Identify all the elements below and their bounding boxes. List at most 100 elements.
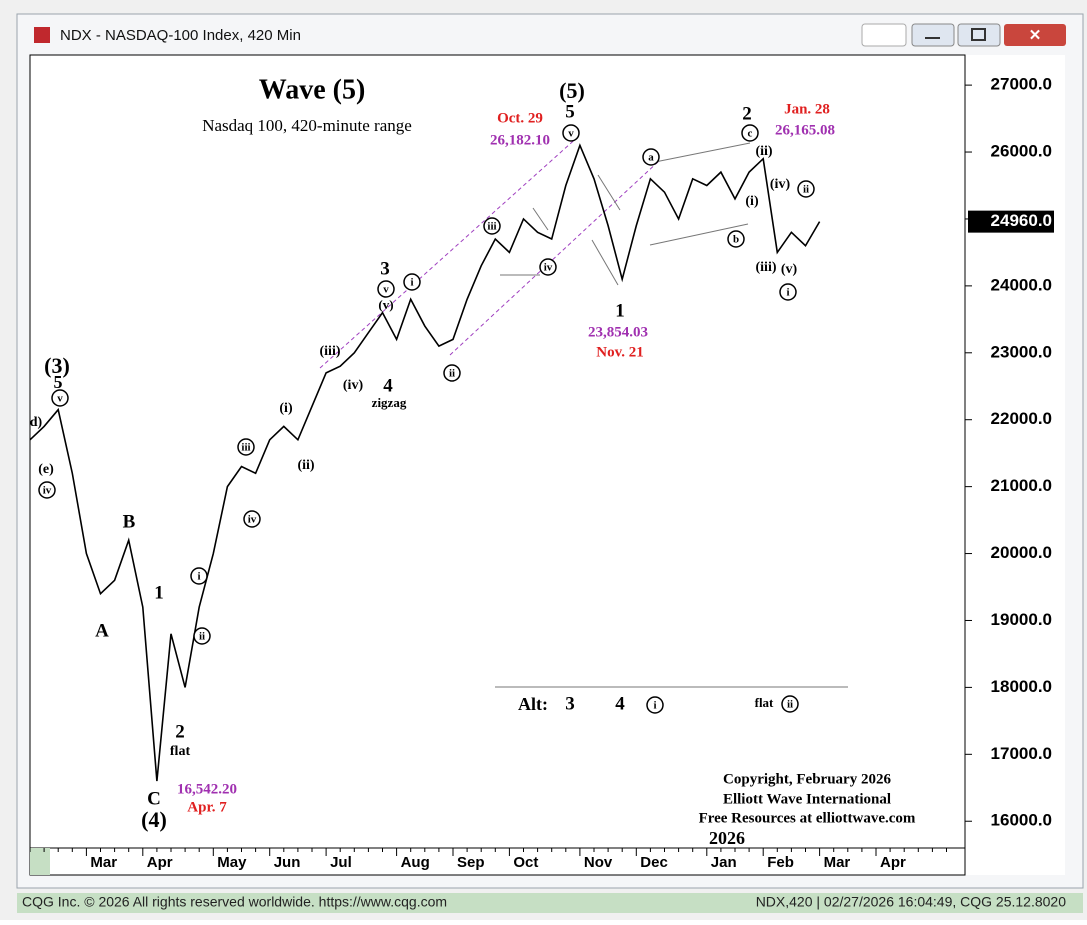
wave-label: (v) — [378, 297, 393, 312]
x-tick-label: Mar — [824, 854, 851, 871]
link-button[interactable] — [861, 23, 907, 47]
x-tick-label: Dec — [640, 854, 668, 871]
label-circle — [443, 364, 461, 382]
circled-label: iii — [241, 442, 250, 454]
wave-label: (iv) — [343, 378, 364, 393]
wave-label: (4) — [141, 807, 167, 832]
close-icon: ✕ — [1029, 27, 1042, 44]
wave-label: (5) — [559, 78, 585, 103]
circled-label: ii — [449, 368, 455, 380]
wave-label: Copyright, February 2026 — [723, 771, 891, 787]
x-tick-label: Apr — [147, 854, 173, 871]
wave-label: 3 — [565, 693, 575, 714]
label-circle — [193, 627, 211, 645]
wave-label: Oct. 29 — [497, 110, 543, 126]
minimize-button[interactable] — [911, 23, 955, 47]
circled-label: iv — [248, 514, 257, 526]
circled-label: iii — [487, 221, 496, 233]
wave-label: (i) — [279, 401, 293, 416]
wave-label: C — [147, 788, 161, 809]
y-tick-label: 22000.0 — [991, 409, 1052, 428]
wave-label: 2 — [175, 721, 185, 742]
label-circle — [377, 280, 395, 298]
wave-label: 26,182.10 — [490, 132, 550, 148]
close-button[interactable] — [1004, 24, 1066, 46]
circled-label: iv — [544, 262, 553, 274]
x-tick-label: Jul — [330, 854, 352, 871]
wave-label: Nov. 21 — [596, 344, 644, 360]
maximize-button[interactable] — [957, 23, 1001, 47]
wave-label: (ii) — [755, 144, 772, 159]
chart-subtitle: Nasdaq 100, 420-minute range — [202, 116, 412, 135]
wave-label: 26,165.08 — [775, 122, 835, 138]
wave-label: (ii) — [297, 458, 314, 473]
y-tick-label: 19000.0 — [991, 610, 1052, 629]
circled-label: i — [786, 287, 789, 299]
wave-label: 5 — [565, 101, 575, 122]
circled-label: v — [383, 284, 389, 296]
label-circle — [781, 695, 799, 713]
x-tick-label: May — [217, 854, 247, 871]
y-tick-label: 23000.0 — [991, 342, 1052, 361]
wave-label: d) — [30, 415, 43, 430]
circled-label: ii — [199, 631, 205, 643]
x-tick-label: Apr — [880, 854, 906, 871]
label-circle — [741, 124, 759, 142]
label-circle — [779, 283, 797, 301]
label-circle — [539, 258, 557, 276]
wave-label: 3 — [380, 258, 390, 279]
wave-label: 16,542.20 — [177, 781, 237, 797]
wave-label: 2 — [742, 103, 752, 124]
wave-label: Jan. 28 — [784, 101, 830, 117]
wave-label: B — [123, 511, 136, 532]
channel-lines — [319, 134, 661, 369]
wave-label: 23,854.03 — [588, 324, 648, 340]
circled-label: iv — [43, 485, 52, 497]
wave-label: 1 — [154, 582, 164, 603]
x-tick-label: Feb — [767, 854, 794, 871]
y-tick-label: 16000.0 — [991, 811, 1052, 830]
wave-label: (iii) — [320, 344, 341, 359]
app-icon — [34, 27, 50, 43]
label-circle — [727, 230, 745, 248]
x-tick-label: Jan — [711, 854, 737, 871]
wave-label: 5 — [54, 372, 63, 392]
y-tick-label: 20000.0 — [991, 543, 1052, 562]
wave-label: Free Resources at elliottwave.com — [699, 810, 916, 826]
circled-label: a — [648, 152, 654, 164]
circled-label: b — [733, 234, 739, 246]
y-tick-label: 24000.0 — [991, 275, 1052, 294]
x-tick-label: Jun — [274, 854, 301, 871]
x-tick-label: Sep — [457, 854, 485, 871]
y-tick-label: 17000.0 — [991, 744, 1052, 763]
label-circle — [562, 124, 580, 142]
circled-label: i — [653, 700, 656, 712]
wave-label: Elliott Wave International — [723, 791, 891, 807]
circled-label: ii — [787, 699, 793, 711]
maximize-icon — [971, 28, 986, 41]
wave-label: (v) — [781, 262, 798, 277]
status-bar — [17, 893, 1083, 913]
label-circle — [797, 180, 815, 198]
time-axis — [29, 847, 966, 876]
plot-area — [29, 54, 966, 849]
wave-label: flat — [170, 744, 191, 759]
scroll-corner[interactable] — [30, 848, 50, 875]
circled-label: i — [197, 571, 200, 583]
label-circle — [190, 567, 208, 585]
label-circle — [483, 217, 501, 235]
y-tick-label: 21000.0 — [991, 476, 1052, 495]
circled-label: i — [410, 277, 413, 289]
label-circle — [646, 696, 664, 714]
wave-label: flat — [755, 695, 774, 710]
x-tick-label: Mar — [90, 854, 117, 871]
label-circle — [403, 273, 421, 291]
label-circle — [243, 510, 261, 528]
label-circle — [51, 389, 69, 407]
x-tick-label: Oct — [513, 854, 538, 871]
wave-label: (iii) — [756, 260, 777, 275]
price-line — [29, 143, 821, 782]
circled-label: v — [568, 128, 574, 140]
y-tick-label: 27000.0 — [991, 75, 1052, 94]
